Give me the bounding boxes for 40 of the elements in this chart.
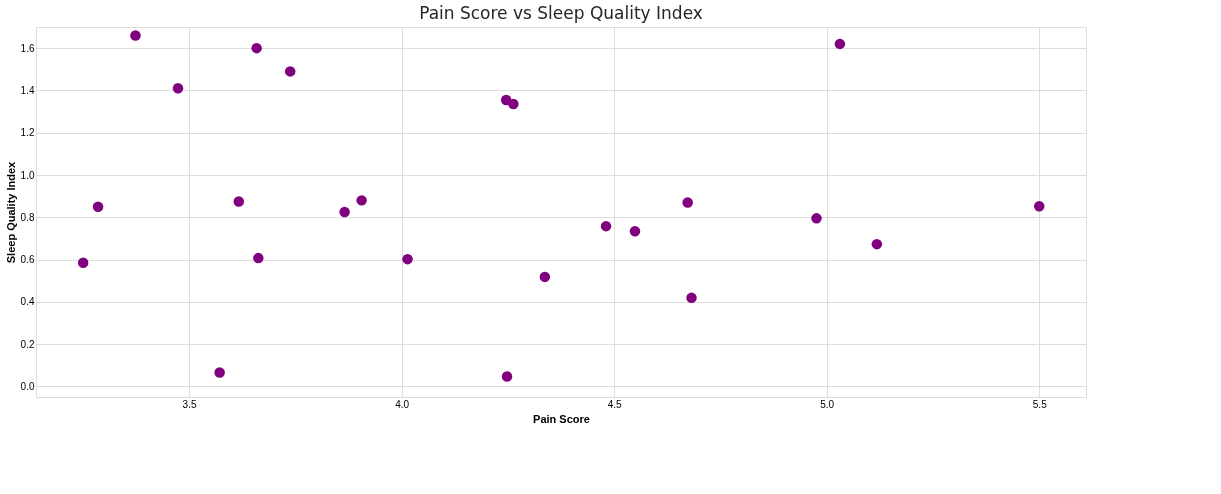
point	[339, 206, 350, 218]
point	[77, 257, 89, 268]
x-axis-title: Pain Score	[533, 412, 590, 425]
y-tick-label: 0.8	[20, 211, 35, 223]
y-tick-label: 1.2	[20, 127, 35, 139]
y-axis-title: Sleep Quality Index	[4, 160, 17, 264]
point	[284, 66, 296, 77]
point	[1033, 201, 1045, 212]
y-tick-label: 1.0	[20, 169, 35, 181]
x-tick-label: 4.5	[607, 398, 623, 410]
point	[682, 197, 693, 208]
point	[214, 367, 225, 378]
point	[539, 271, 551, 283]
point	[253, 252, 264, 264]
point	[233, 196, 245, 207]
x-tick-label: 3.5	[182, 398, 197, 410]
y-tick-label: 1.4	[20, 84, 35, 96]
point	[130, 30, 141, 41]
x-tick-label: 5.5	[1032, 398, 1048, 410]
point	[508, 98, 519, 110]
point	[600, 220, 612, 232]
chart-title: Pain Score vs Sleep Quality Index	[419, 3, 703, 23]
x-tick-label: 4.0	[395, 398, 410, 410]
point	[629, 226, 641, 237]
y-tick-label: 0.4	[20, 296, 35, 308]
point	[811, 213, 822, 224]
point	[251, 42, 262, 54]
point	[356, 195, 367, 206]
point	[686, 292, 697, 304]
y-tick-label: 0.6	[20, 254, 35, 266]
point	[871, 238, 883, 250]
y-tick-label: 0.2	[20, 338, 35, 350]
point	[501, 371, 513, 382]
y-tick-label: 1.6	[20, 42, 35, 54]
point	[172, 83, 184, 94]
y-tick-label: 0.0	[20, 380, 35, 392]
point	[402, 253, 413, 265]
x-tick-label: 5.0	[820, 398, 835, 410]
point	[92, 201, 104, 212]
point	[834, 38, 846, 50]
